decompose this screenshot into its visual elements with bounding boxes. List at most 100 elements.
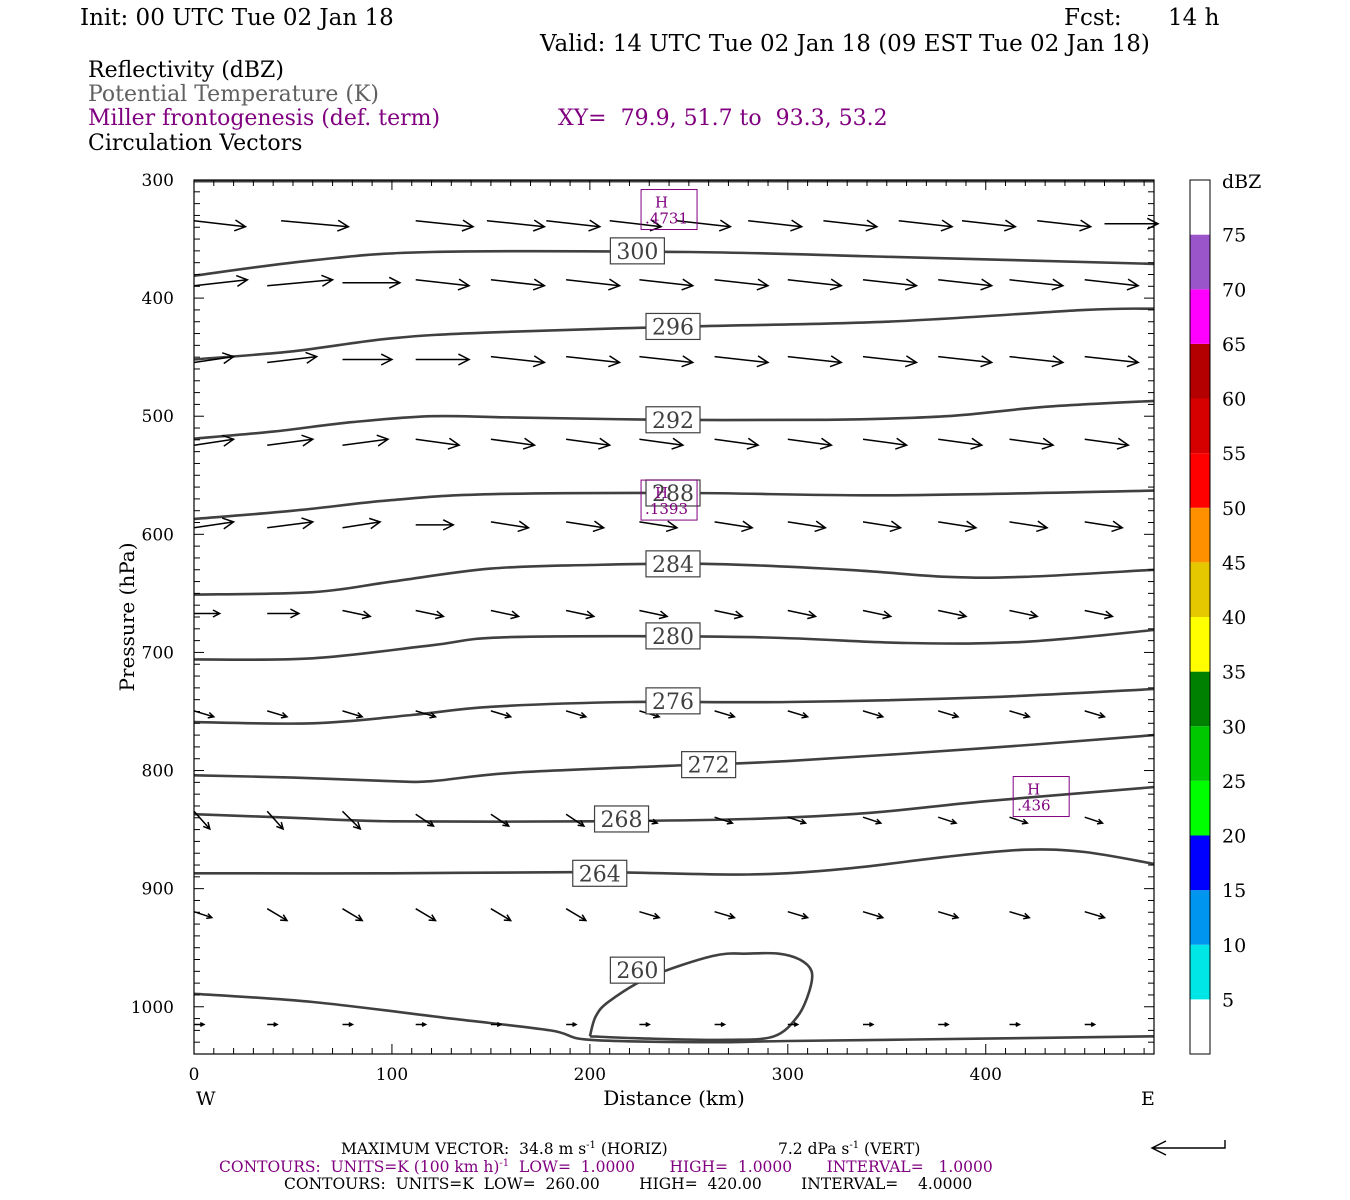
vector-arrow bbox=[639, 910, 661, 920]
circulation-vectors bbox=[193, 217, 1160, 1027]
miller-contour-info: CONTOURS: UNITS=K (100 km h)-1 LOW= 1.00… bbox=[219, 1159, 993, 1176]
y-tick-label: 400 bbox=[142, 289, 174, 309]
vector-arrow bbox=[1009, 710, 1031, 719]
vector-arrow bbox=[714, 278, 770, 291]
theta-label-box bbox=[645, 406, 701, 434]
vector-arrow bbox=[714, 520, 754, 533]
vector-arrow bbox=[490, 1022, 503, 1027]
cross-section-endpoints: XY= 79.9, 51.7 to 93.3, 53.2 bbox=[558, 106, 888, 131]
x-tick-label: 300 bbox=[772, 1065, 804, 1085]
colorbar-segment bbox=[1190, 453, 1210, 508]
colorbar-tick-label: 70 bbox=[1222, 279, 1246, 301]
vector-arrow bbox=[937, 910, 960, 920]
vector-arrow bbox=[486, 219, 547, 232]
vector-arrow bbox=[267, 517, 315, 530]
vector-arrow bbox=[266, 710, 289, 719]
vector-arrow bbox=[1084, 710, 1107, 719]
vector-arrow bbox=[787, 437, 834, 450]
vector-arrow bbox=[546, 219, 602, 232]
vector-arrow bbox=[490, 710, 513, 719]
colorbar-unit: dBZ bbox=[1222, 171, 1261, 193]
vector-arrow bbox=[1084, 355, 1140, 368]
vector-arrow bbox=[1009, 1022, 1022, 1027]
vector-arrow bbox=[938, 278, 994, 291]
vector-arrow bbox=[938, 520, 978, 533]
legend-reflectivity: Reflectivity (dBZ) bbox=[88, 58, 284, 83]
y-tick-label: 600 bbox=[142, 525, 174, 545]
vector-arrow bbox=[787, 278, 843, 291]
vector-arrow bbox=[342, 353, 394, 366]
legend-miller-frontogenesis: Miller frontogenesis (def. term) bbox=[88, 106, 441, 131]
vector-arrow bbox=[1009, 609, 1039, 620]
theta-label-box bbox=[593, 805, 650, 833]
colorbar-segment bbox=[1190, 180, 1210, 235]
vector-arrow bbox=[1084, 278, 1140, 291]
max-vector-horiz-tag: (HORIZ) bbox=[595, 1140, 668, 1159]
east-label: E bbox=[1141, 1088, 1155, 1110]
vector-arrow bbox=[415, 219, 475, 232]
theta-label-box bbox=[609, 956, 665, 984]
vector-arrow bbox=[193, 219, 248, 232]
vector-arrow bbox=[639, 609, 669, 620]
vector-arrow bbox=[565, 710, 588, 719]
valid-time: Valid: 14 UTC Tue 02 Jan 18 (09 EST Tue … bbox=[540, 31, 1150, 57]
vector-arrow bbox=[490, 355, 547, 368]
vector-arrow bbox=[862, 609, 893, 620]
colorbar-tick-label: 15 bbox=[1222, 880, 1246, 902]
theta-contour-288 bbox=[194, 489, 1154, 521]
vector-arrow bbox=[714, 816, 734, 825]
vector-arrow bbox=[565, 520, 606, 533]
vector-arrow bbox=[194, 1022, 206, 1027]
vector-arrow bbox=[342, 276, 402, 289]
colorbar-tick-label: 10 bbox=[1222, 935, 1246, 957]
colorbar-segment bbox=[1190, 398, 1210, 454]
vector-arrow bbox=[565, 813, 586, 828]
miller-high-box bbox=[1012, 776, 1070, 818]
vector-arrow bbox=[193, 810, 211, 831]
theta-label-box bbox=[645, 622, 701, 650]
vector-arrow bbox=[1009, 355, 1065, 368]
vector-arrow bbox=[714, 355, 770, 368]
vector-arrow bbox=[862, 710, 885, 719]
vector-arrow bbox=[566, 278, 622, 291]
x-tick-label: 100 bbox=[376, 1065, 408, 1085]
vector-arrow bbox=[490, 609, 521, 620]
colorbar-segment bbox=[1190, 617, 1210, 672]
vector-arrow bbox=[415, 609, 446, 620]
vector-arrow bbox=[787, 910, 810, 920]
colorbar-segment bbox=[1190, 999, 1210, 1054]
miller-high-box bbox=[640, 479, 698, 521]
x-tick-label: 200 bbox=[574, 1065, 606, 1085]
vector-arrow bbox=[341, 810, 362, 831]
theta-contour-label: 264 bbox=[579, 862, 621, 887]
miller-high-box bbox=[640, 189, 698, 231]
max-vector-horiz-exponent: -1 bbox=[586, 1140, 596, 1151]
vector-arrow bbox=[862, 816, 883, 825]
colorbar-segment bbox=[1190, 726, 1210, 781]
west-label: W bbox=[196, 1088, 216, 1110]
vector-arrow bbox=[714, 437, 760, 450]
vector-arrow bbox=[1084, 816, 1105, 825]
vector-arrow bbox=[676, 219, 733, 232]
vector-arrow bbox=[787, 816, 808, 825]
theta-label-box bbox=[645, 312, 701, 341]
vector-arrow bbox=[566, 355, 622, 368]
init-time: Init: 00 UTC Tue 02 Jan 18 bbox=[80, 5, 394, 31]
vector-arrow bbox=[1084, 520, 1124, 533]
miller-contour-exponent: -1 bbox=[499, 1158, 510, 1169]
colorbar-tick-label: 20 bbox=[1222, 826, 1246, 848]
theta-contour-label: 288 bbox=[652, 482, 694, 507]
max-vector-vert-tag: (VERT) bbox=[859, 1140, 921, 1159]
miller-high-symbol: H bbox=[655, 194, 668, 212]
vector-arrow bbox=[639, 437, 685, 450]
colorbar-segment bbox=[1190, 562, 1210, 617]
x-tick-label: 400 bbox=[970, 1065, 1002, 1085]
colorbar-frame bbox=[1189, 179, 1211, 1055]
vector-arrow bbox=[193, 434, 236, 447]
vector-arrow bbox=[863, 1022, 875, 1027]
vector-arrow bbox=[1009, 520, 1049, 533]
forecast-label: Fcst: bbox=[1064, 5, 1122, 31]
theta-contour-label: 276 bbox=[652, 690, 694, 715]
vector-arrow bbox=[938, 609, 968, 620]
vector-arrow bbox=[1084, 437, 1130, 450]
